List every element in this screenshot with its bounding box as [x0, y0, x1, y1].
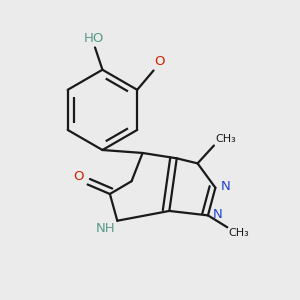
Text: O: O [154, 55, 165, 68]
Text: N: N [212, 208, 222, 221]
Text: HO: HO [83, 32, 104, 45]
Text: O: O [74, 170, 84, 183]
Text: N: N [221, 180, 230, 193]
Text: CH₃: CH₃ [215, 134, 236, 144]
Text: CH₃: CH₃ [229, 229, 249, 238]
Text: NH: NH [95, 222, 115, 235]
